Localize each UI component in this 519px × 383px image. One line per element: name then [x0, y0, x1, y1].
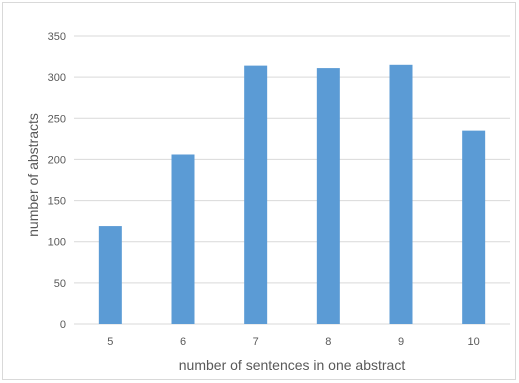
y-tick-labels: 0 50 100 150 200 250 300 350 — [48, 31, 66, 331]
x-tick-label: 8 — [325, 336, 331, 348]
bar-10 — [462, 130, 486, 324]
x-tick-labels: 5 6 7 8 9 10 — [107, 336, 480, 348]
gridlines — [74, 35, 510, 325]
bar-5 — [98, 226, 122, 324]
x-tick-label: 9 — [398, 336, 404, 348]
x-tick-label: 6 — [180, 336, 186, 348]
x-tick-label: 10 — [468, 336, 480, 348]
y-tick-label: 350 — [48, 31, 66, 43]
bar-8 — [316, 68, 340, 324]
y-tick-label: 300 — [48, 72, 66, 84]
y-axis-title: number of abstracts — [25, 113, 41, 237]
bar-9 — [389, 64, 413, 325]
y-tick-label: 200 — [48, 154, 66, 166]
x-tick-label: 5 — [107, 336, 113, 348]
y-tick-label: 0 — [60, 319, 66, 331]
x-axis-title: number of sentences in one abstract — [179, 357, 406, 373]
y-tick-label: 50 — [54, 278, 66, 290]
y-tick-label: 150 — [48, 196, 66, 208]
bar-7 — [244, 65, 268, 324]
y-tick-label: 250 — [48, 113, 66, 125]
bar-6 — [171, 154, 195, 324]
bars — [98, 64, 486, 325]
x-tick-label: 7 — [253, 336, 259, 348]
y-tick-label: 100 — [48, 237, 66, 249]
